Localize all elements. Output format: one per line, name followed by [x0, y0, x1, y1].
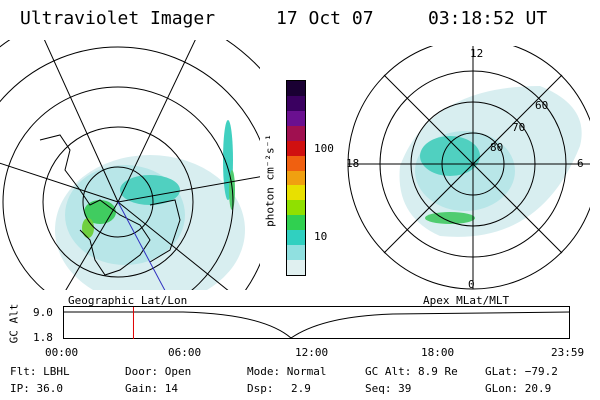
colorbar-segment — [287, 200, 305, 216]
status-dsp-value: 2.9 — [291, 382, 311, 395]
colorbar-segment — [287, 185, 305, 201]
instrument-title: Ultraviolet Imager — [20, 8, 216, 29]
altitude-ytick-top: 9.0 — [33, 306, 53, 319]
mlt-label-12: 12 — [470, 47, 484, 60]
xtick-0000: 00:00 — [45, 346, 79, 359]
colorbar-tick-100: 100 — [314, 142, 334, 155]
colorbar-segment — [287, 215, 305, 231]
colorbar-segment — [287, 95, 305, 111]
colorbar — [286, 80, 306, 276]
altitude-ylabel: GC Alt — [7, 303, 21, 344]
status-flt: Flt: LBHL — [10, 365, 70, 378]
status-glat: GLat: −79.2 — [485, 365, 558, 378]
colorbar-segment — [287, 230, 305, 246]
status-mode: Mode: Normal — [247, 365, 327, 378]
altitude-plot — [63, 306, 571, 339]
apex-polar-plot — [347, 46, 590, 290]
colorbar-segment — [287, 155, 305, 171]
mlat-label-80: 80 — [490, 141, 504, 154]
colorbar-segment — [287, 260, 305, 275]
xtick-1200: 12:00 — [295, 346, 329, 359]
colorbar-unit-label: photon cm⁻²s⁻¹ — [263, 134, 277, 227]
colorbar-tick-10: 10 — [314, 230, 328, 243]
time-label: 03:18:52 UT — [428, 8, 548, 29]
xtick-2359: 23:59 — [551, 346, 585, 359]
colorbar-segment — [287, 125, 305, 141]
geographic-label: Geographic Lat/Lon — [68, 294, 188, 307]
colorbar-segment — [287, 81, 305, 96]
colorbar-segment — [287, 170, 305, 186]
colorbar-segment — [287, 140, 305, 156]
status-glon: GLon: 20.9 — [485, 382, 552, 395]
status-dsp-label: Dsp: — [247, 382, 274, 395]
mlt-label-6: 6 — [577, 157, 584, 170]
mlat-label-70: 70 — [512, 121, 526, 134]
date-label: 17 Oct 07 — [276, 8, 374, 29]
status-ip: IP: 36.0 — [10, 382, 63, 395]
status-gain: Gain: 14 — [125, 382, 178, 395]
xtick-0600: 06:00 — [168, 346, 202, 359]
mlt-label-0: 0 — [468, 278, 475, 291]
colorbar-segment — [287, 245, 305, 261]
geographic-map — [0, 40, 260, 290]
status-gcalt: GC Alt: 8.9 Re — [365, 365, 458, 378]
status-door: Door: Open — [125, 365, 192, 378]
apex-label: Apex MLat/MLT — [423, 294, 510, 307]
mlat-label-60: 60 — [535, 99, 549, 112]
altitude-ytick-bottom: 1.8 — [33, 331, 53, 344]
colorbar-segment — [287, 110, 305, 126]
xtick-1800: 18:00 — [421, 346, 455, 359]
mlt-label-18: 18 — [346, 157, 360, 170]
status-seq: Seq: 39 — [365, 382, 412, 395]
